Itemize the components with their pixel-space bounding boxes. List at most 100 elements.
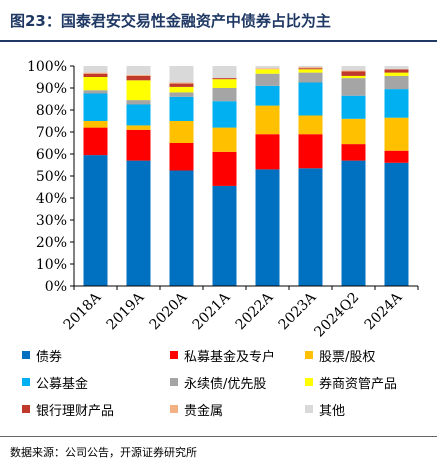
legend-label: 私募基金及专户 — [184, 349, 276, 365]
bar-segment-2023A-7 — [298, 67, 323, 69]
bar-segment-2018A-8 — [83, 66, 108, 73]
bar-segment-2020A-0 — [169, 170, 194, 286]
bar-segment-2018A-0 — [83, 155, 108, 286]
bar-segment-2022A-3 — [255, 85, 280, 106]
y-tick-label: 70% — [36, 125, 67, 141]
y-tick-label: 30% — [36, 213, 67, 229]
bar-segment-2024Q2-3 — [341, 95, 366, 119]
legend-label: 公募基金 — [36, 376, 89, 392]
bar-segment-2024Q2-5 — [341, 75, 366, 79]
bar-segment-2023A-5 — [298, 69, 323, 73]
legend-item: 银行理财产品 — [22, 399, 114, 419]
bar-segment-2018A-7 — [83, 72, 108, 74]
legend-label: 永续债/优先股 — [184, 376, 267, 392]
bar-segment-2018A-6 — [83, 73, 108, 77]
legend-label: 其他 — [319, 403, 346, 419]
y-tick-label: 0% — [45, 279, 67, 295]
bar-segment-2019A-7 — [126, 74, 151, 76]
bar-segment-2024Q2-2 — [341, 118, 366, 145]
x-tick-label: 2021A — [190, 289, 234, 333]
legend-swatch — [170, 351, 178, 359]
bar-segment-2021A-0 — [212, 185, 237, 286]
legend-item: 贵金属 — [170, 399, 223, 419]
x-tick-label: 2022A — [233, 289, 277, 333]
bar-segment-2024Q2-7 — [341, 70, 366, 72]
bar-segment-2022A-4 — [255, 73, 280, 86]
bar-segment-2018A-1 — [83, 127, 108, 156]
legend-item: 公募基金 — [22, 372, 88, 392]
bar-segment-2019A-4 — [126, 100, 151, 105]
legend-item: 股票/股权 — [305, 345, 375, 365]
bar-segment-2022A-8 — [255, 66, 280, 69]
legend-swatch — [22, 405, 30, 413]
source-divider — [0, 436, 437, 437]
legend-label: 股票/股权 — [319, 349, 376, 365]
bar-segment-2023A-2 — [298, 115, 323, 135]
bar-segment-2024A-3 — [384, 89, 409, 118]
figure-title: 图23：国泰君安交易性金融资产中债券占比为主 — [10, 12, 331, 30]
bar-segment-2022A-5 — [255, 69, 280, 74]
bar-segment-2023A-4 — [298, 72, 323, 83]
bar-segment-2024Q2-6 — [341, 71, 366, 76]
bar-segment-2024A-5 — [384, 72, 409, 76]
bar-segment-2024A-4 — [384, 75, 409, 90]
legend-item: 券商资管产品 — [305, 372, 397, 392]
y-tick-label: 50% — [36, 169, 67, 185]
bar-segment-2023A-0 — [298, 168, 323, 286]
legend-swatch — [22, 351, 30, 359]
stacked-bar-chart: 0%10%20%30%40%50%60%70%80%90%100%2018A 20… — [27, 59, 419, 341]
bar-segment-2020A-8 — [169, 66, 194, 83]
bar-segment-2022A-1 — [255, 134, 280, 170]
y-tick-label: 40% — [36, 191, 67, 207]
legend-swatch — [170, 405, 178, 413]
bar-segment-2019A-0 — [126, 160, 151, 286]
bar-segment-2021A-1 — [212, 151, 237, 186]
bar-segment-2024Q2-4 — [341, 78, 366, 96]
x-tick-label: 2019A — [104, 289, 148, 333]
bar-segment-2022A-7 — [255, 68, 280, 70]
bar-segment-2022A-2 — [255, 105, 280, 135]
bar-segment-2024A-8 — [384, 66, 409, 70]
bar-segment-2021A-6 — [212, 78, 237, 80]
bar-segment-2019A-1 — [126, 129, 151, 161]
legend-swatch — [305, 405, 313, 413]
bar-segment-2018A-2 — [83, 121, 108, 128]
bar-segment-2024A-2 — [384, 117, 409, 151]
bar-segment-2021A-3 — [212, 101, 237, 128]
y-tick-label: 60% — [36, 147, 67, 163]
legend-item: 私募基金及专户 — [170, 345, 275, 365]
bar-segment-2019A-2 — [126, 125, 151, 130]
bar-segment-2020A-6 — [169, 83, 194, 87]
legend-label: 贵金属 — [184, 403, 224, 419]
y-tick-label: 100% — [27, 59, 67, 75]
bar-segment-2020A-5 — [169, 86, 194, 93]
bar-segment-2019A-6 — [126, 75, 151, 81]
y-tick-label: 90% — [36, 81, 67, 97]
bar-segment-2024Q2-1 — [341, 144, 366, 161]
bar-segment-2023A-3 — [298, 82, 323, 116]
legend-swatch — [305, 378, 313, 386]
y-tick-label: 20% — [36, 235, 67, 251]
source-note: 数据来源：公司公告，开源证券研究所 — [10, 446, 197, 459]
bar-segment-2022A-0 — [255, 169, 280, 286]
x-tick-label: 2024Q2 — [311, 290, 362, 341]
legend-item: 永续债/优先股 — [170, 372, 266, 392]
bar-segment-2018A-4 — [83, 90, 108, 94]
bar-segment-2019A-8 — [126, 66, 151, 75]
x-tick-label: 2018A — [61, 289, 105, 333]
legend-swatch — [170, 378, 178, 386]
bar-segment-2020A-4 — [169, 92, 194, 97]
y-tick-label: 80% — [36, 103, 67, 119]
bar-segment-2024A-0 — [384, 162, 409, 286]
legend-item: 债券 — [22, 345, 62, 365]
bar-segment-2024Q2-8 — [341, 66, 366, 71]
x-tick-label: 2020A — [147, 289, 191, 333]
y-tick-label: 10% — [36, 257, 67, 273]
bar-segment-2020A-7 — [169, 82, 194, 84]
legend-item: 其他 — [305, 399, 345, 419]
bar-segment-2024A-1 — [384, 150, 409, 163]
bar-segment-2020A-1 — [169, 143, 194, 171]
chart-legend: 债券 私募基金及专户 股票/股权公募基金 永续债/优先股 券商资管产品银行理财产品 贵金属… — [0, 345, 437, 435]
legend-label: 债券 — [36, 349, 63, 365]
bar-segment-2019A-5 — [126, 80, 151, 101]
